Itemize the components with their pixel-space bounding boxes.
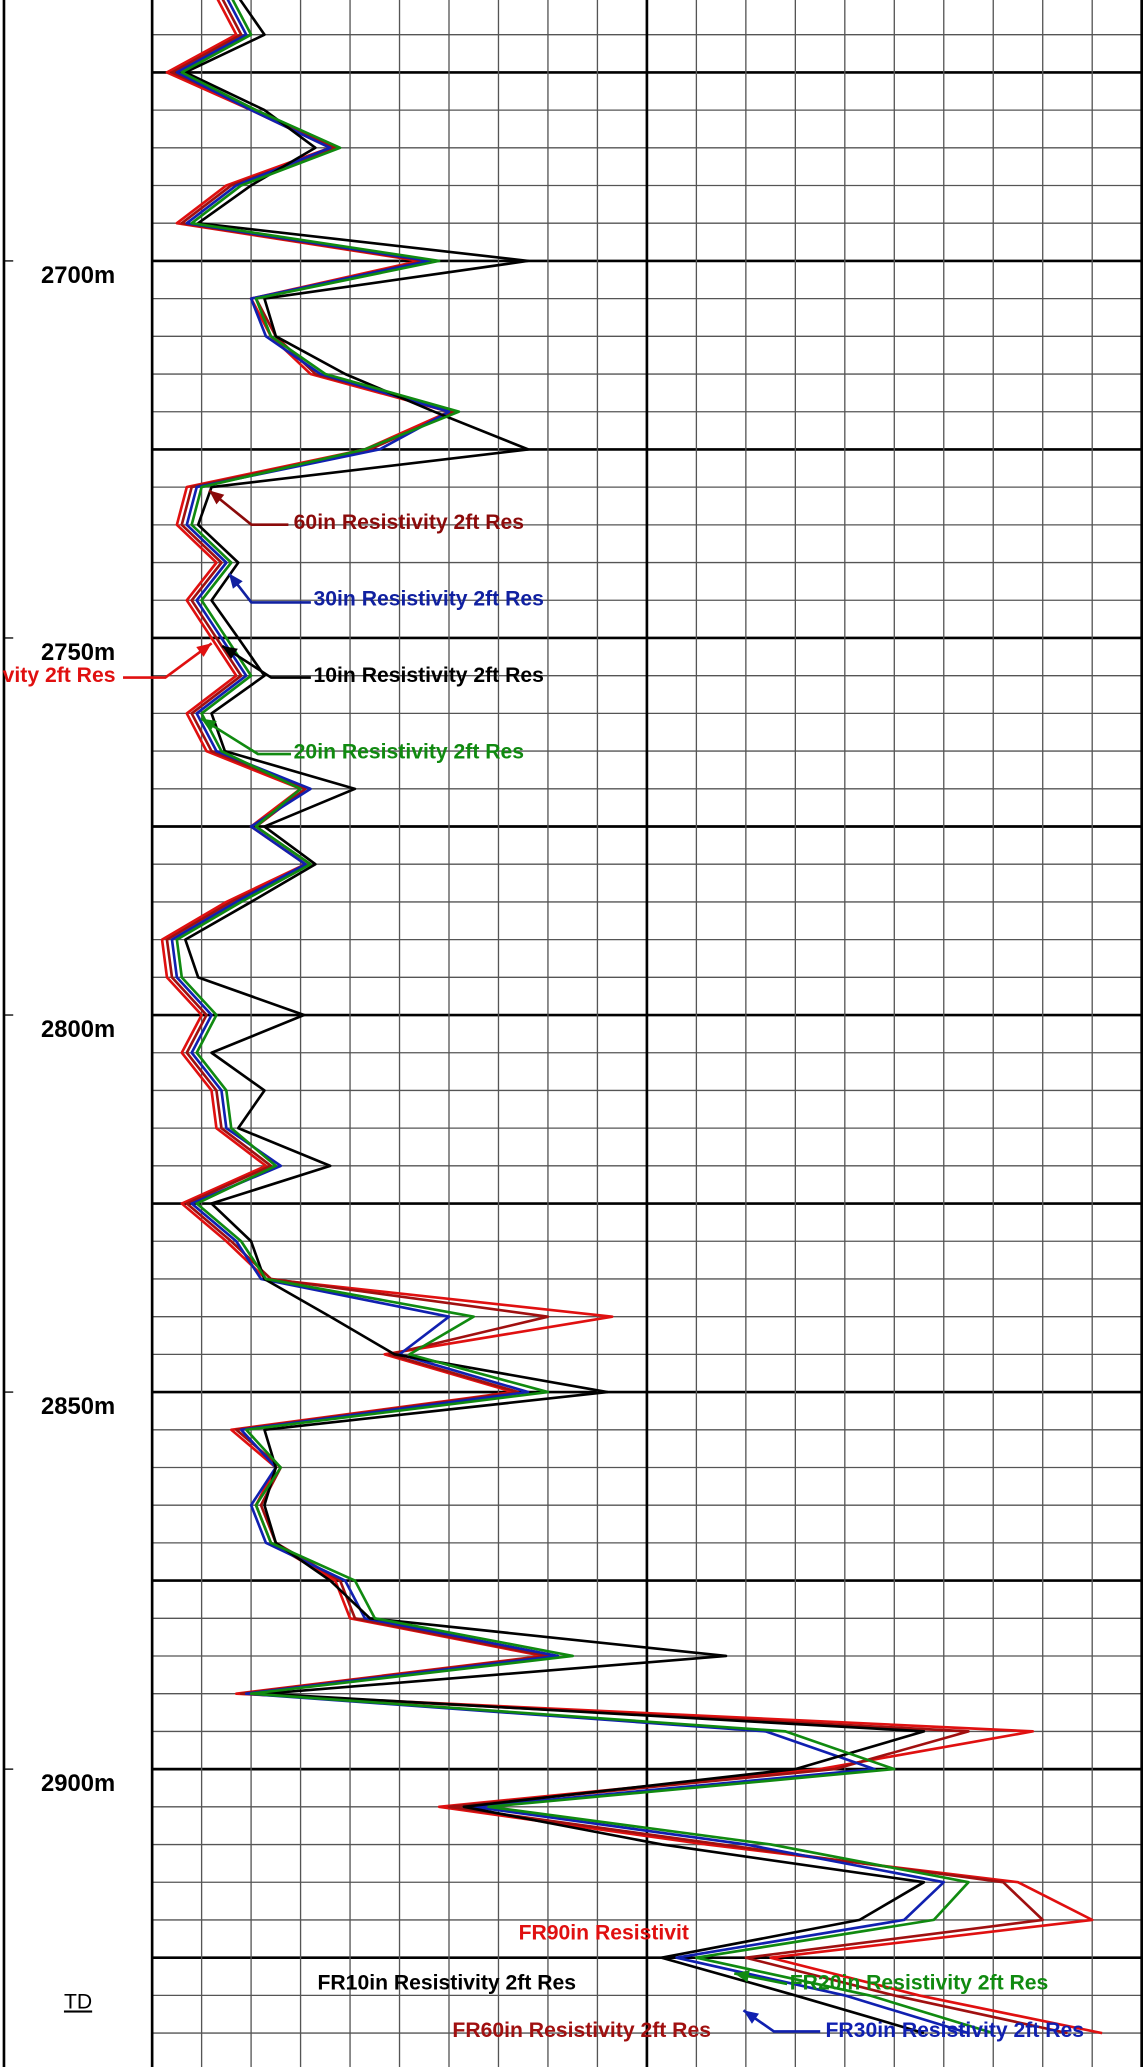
annotation-label: FR20in Resistivity 2ft Res [790,1972,1049,1995]
annotation-label: 30in Resistivity 2ft Res [314,587,544,610]
annotation-label: vity 2ft Res [3,664,116,687]
y-tick-label: 2850m [41,1393,115,1420]
resistivity-curve [170,0,969,2035]
y-tick-label: 2750m [41,639,115,666]
annotation-callout [200,717,292,756]
resistivity-curve [175,0,994,2035]
annotation-callout [208,489,289,526]
annotation-arrowhead [734,1970,750,1983]
annotation-label: FR60in Resistivity 2ft Res [452,2019,711,2042]
annotation-arrowhead [201,718,217,732]
annotation-callout [221,644,311,679]
annotation-arrowhead [222,645,238,660]
annotation-label: 10in Resistivity 2ft Res [314,664,544,687]
annotation-arrowhead [743,2010,760,2024]
td-label: TD [64,1991,92,2014]
y-tick-label: 2900m [41,1770,115,1797]
curves [160,0,1103,2035]
annotation-label: FR10in Resistivity 2ft Res [318,1972,577,1995]
annotation-arrowhead [209,490,225,505]
annotation-label: 20in Resistivity 2ft Res [294,740,524,763]
annotation-callout [123,642,213,679]
annotation-label: FR30in Resistivity 2ft Res [826,2019,1085,2042]
annotation-arrowhead [228,573,243,589]
annotation-label: FR90in Resistivit [519,1921,689,1944]
labels: 2700m 2750m 2800m 2850m 2900m TD 60in Resistiv… [3,260,1085,2042]
grid [150,0,1143,2067]
y-tick-label: 2800m [41,1016,115,1043]
y-tick-label: 2700m [41,262,115,289]
annotation-label: 60in Resistivity 2ft Res [294,511,524,534]
annotation-arrowhead [196,643,212,657]
